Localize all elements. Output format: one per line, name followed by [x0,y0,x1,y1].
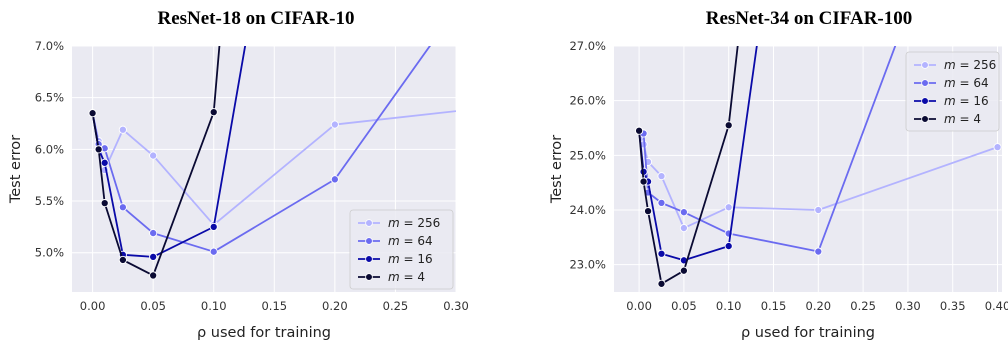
data-point [118,255,127,265]
legend: m = 256 m = 64 m = 16 m = 4 [349,209,454,290]
data-point [94,145,103,154]
data-point [724,121,733,130]
legend-label: m = 256 [944,58,996,72]
data-point [644,207,653,216]
data-point [657,198,666,207]
y-tick-label: 26.0% [569,94,606,108]
data-point [724,203,733,212]
plot-area [88,46,456,280]
data-point [100,158,109,167]
x-tick-label: 0.00 [80,299,106,313]
legend-label: m = 16 [944,94,989,108]
x-tick-label: 0.20 [322,299,348,313]
chart-2: 23.0% 24.0% 25.0% 26.0% 27.0% 0.00 0.05 0.10 0.1… [549,8,1008,341]
data-point [657,279,666,288]
x-tick-label: 0.05 [671,299,697,313]
x-tick-label: 0.30 [895,299,921,313]
x-axis-label: ρ used for training [197,325,331,341]
legend-label: m = 64 [388,234,433,248]
data-point [639,177,648,186]
data-point [814,247,823,256]
y-tick-label: 6.5% [35,91,64,105]
x-axis-label: ρ used for training [741,325,875,341]
legend-swatch-marker [365,255,373,263]
x-tick-label: 0.10 [201,299,227,313]
x-tick-label: 0.15 [261,299,287,313]
data-point [100,199,109,208]
legend-swatch-marker [921,97,929,105]
data-point [118,125,127,134]
y-tick-label: 7.0% [35,39,64,53]
data-point [149,271,158,280]
x-tick-label: 0.35 [940,299,966,313]
y-axis-label: Test error [8,135,24,204]
chart-title: ResNet-18 on CIFAR-10 [157,8,354,29]
data-point [209,108,218,117]
legend: m = 256 m = 64 m = 16 m = 4 [905,51,1000,132]
chart-1: 5.0% 5.5% 6.0% 6.5% 7.0% 0.00 0.05 0.10 0.15 0.20… [8,8,469,341]
data-point [679,266,688,275]
x-tick-label: 0.25 [383,299,409,313]
legend-swatch-marker [365,237,373,245]
legend-swatch-marker [365,219,373,227]
legend-label: m = 64 [944,76,989,90]
data-point [149,252,158,261]
data-point [118,203,127,212]
data-point [88,109,97,118]
data-point [657,172,666,181]
x-tick-label: 0.40 [985,299,1008,313]
y-tick-label: 25.0% [569,148,606,162]
data-point [149,151,158,160]
y-axis-label: Test error [549,135,565,204]
data-point [724,242,733,251]
data-point [330,175,339,184]
x-tick-label: 0.10 [716,299,742,313]
x-tick-label: 0.00 [626,299,652,313]
data-point [209,247,218,256]
data-point [679,208,688,217]
x-tick-label: 0.20 [806,299,832,313]
legend-box [905,51,1000,132]
data-point [679,223,688,233]
y-tick-label: 27.0% [569,39,606,53]
x-tick-label: 0.15 [761,299,787,313]
legend-swatch-marker [921,115,929,123]
x-tick-label: 0.30 [443,299,469,313]
x-tick-label: 0.25 [850,299,876,313]
data-point [814,205,823,215]
data-point [149,229,158,238]
y-tick-label: 24.0% [569,203,606,217]
y-tick-label: 6.0% [35,142,64,156]
legend-swatch-marker [365,273,373,281]
data-point [635,126,644,135]
legend-label: m = 256 [388,216,440,230]
legend-label: m = 4 [944,112,981,126]
legend-swatch-marker [921,61,929,69]
legend-swatch-marker [921,79,929,87]
data-point [993,143,1002,152]
legend-label: m = 16 [388,252,433,266]
data-point [657,249,666,258]
plot-area [635,46,1002,288]
y-tick-label: 23.0% [569,258,606,272]
x-tick-label: 0.05 [140,299,166,313]
data-point [330,120,339,129]
data-point [209,222,218,231]
legend-label: m = 4 [388,270,425,284]
y-tick-label: 5.5% [35,194,64,208]
legend-box [349,209,454,290]
series-line-2 [638,46,897,253]
y-tick-label: 5.0% [35,246,64,260]
chart-title: ResNet-34 on CIFAR-100 [706,8,913,29]
